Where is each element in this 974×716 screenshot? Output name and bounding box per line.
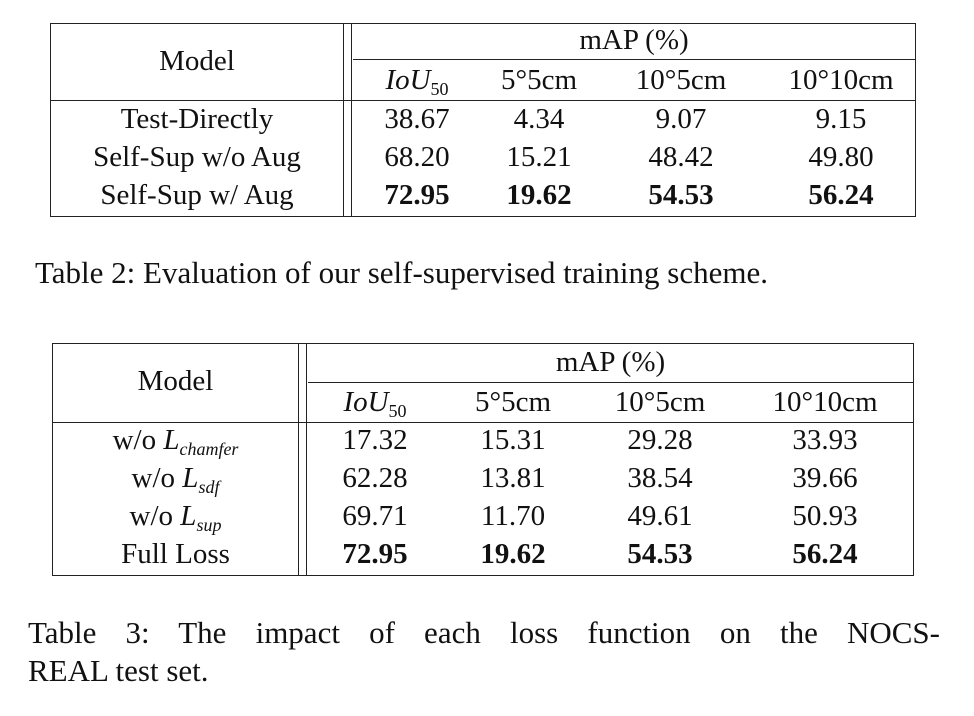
- table-2-caption: Table 2: Evaluation of our self-supervis…: [35, 255, 768, 290]
- value-cell: 29.28: [627, 424, 693, 456]
- value-cell: 19.62: [480, 538, 546, 570]
- column-divider: [298, 344, 299, 575]
- header-5deg5cm: 5°5cm: [500, 64, 578, 96]
- header-10deg5cm: 10°5cm: [614, 386, 706, 418]
- value-cell: 49.61: [627, 500, 693, 532]
- header-rule: [51, 100, 915, 101]
- row-model: Test-Directly: [120, 103, 274, 135]
- column-divider: [306, 344, 307, 575]
- header-10deg10cm: 10°10cm: [772, 386, 878, 418]
- header-model: Model: [137, 365, 214, 397]
- header-map-group: mAP (%): [579, 24, 689, 56]
- value-cell: 19.62: [506, 179, 572, 211]
- value-cell: 15.21: [506, 141, 572, 173]
- value-cell: 48.42: [648, 141, 714, 173]
- header-map-group: mAP (%): [555, 346, 666, 378]
- value-cell: 38.54: [627, 462, 693, 494]
- header-iou50: IoU50: [343, 386, 407, 421]
- value-cell: 9.07: [655, 103, 707, 135]
- column-divider: [343, 24, 344, 216]
- table-3: Model mAP (%) IoU50 5°5cm 10°5cm 10°10cm…: [52, 343, 914, 576]
- value-cell: 9.15: [815, 103, 867, 135]
- caption-line: REAL test set.: [28, 653, 209, 688]
- value-cell: 38.67: [384, 103, 450, 135]
- header-rule: [353, 59, 915, 60]
- header-iou50: IoU50: [385, 64, 449, 99]
- table-3-caption: Table 3: The impact of each loss functio…: [28, 614, 940, 690]
- value-cell: 49.80: [808, 141, 874, 173]
- value-cell: 54.53: [648, 179, 714, 211]
- value-cell: 56.24: [792, 538, 858, 570]
- value-cell: 68.20: [384, 141, 450, 173]
- header-rule: [308, 382, 913, 383]
- row-model: Full Loss: [121, 538, 230, 570]
- value-cell: 54.53: [627, 538, 693, 570]
- value-cell: 72.95: [384, 179, 450, 211]
- value-cell: 33.93: [792, 424, 858, 456]
- row-model: w/o Lsup: [129, 500, 222, 535]
- value-cell: 69.71: [342, 500, 408, 532]
- header-10deg5cm: 10°5cm: [635, 64, 727, 96]
- value-cell: 72.95: [342, 538, 408, 570]
- row-model: w/o Lchamfer: [112, 424, 239, 459]
- row-model: Self-Sup w/ Aug: [100, 179, 294, 211]
- header-5deg5cm: 5°5cm: [474, 386, 552, 418]
- table-2: Model mAP (%) IoU50 5°5cm 10°5cm 10°10cm…: [50, 23, 916, 217]
- value-cell: 15.31: [480, 424, 546, 456]
- value-cell: 4.34: [513, 103, 565, 135]
- value-cell: 39.66: [792, 462, 858, 494]
- row-model: Self-Sup w/o Aug: [93, 141, 301, 173]
- value-cell: 17.32: [342, 424, 408, 456]
- header-model: Model: [159, 45, 235, 77]
- value-cell: 13.81: [480, 462, 546, 494]
- header-rule: [53, 422, 913, 423]
- row-model: w/o Lsdf: [131, 462, 220, 497]
- value-cell: 56.24: [808, 179, 874, 211]
- header-10deg10cm: 10°10cm: [788, 64, 894, 96]
- column-divider: [351, 24, 352, 216]
- value-cell: 62.28: [342, 462, 408, 494]
- value-cell: 11.70: [480, 500, 546, 532]
- value-cell: 50.93: [792, 500, 858, 532]
- caption-line: Table 3: The impact of each loss functio…: [28, 615, 940, 650]
